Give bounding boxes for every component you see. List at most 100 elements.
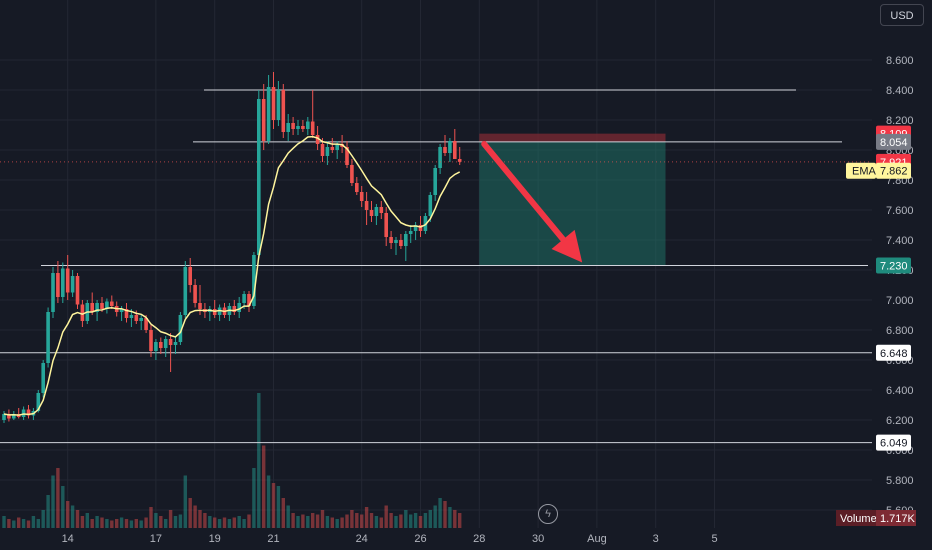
candle-body [355, 183, 359, 192]
time-axis[interactable]: 14 17 19 21 24 26 28 30 Aug 3 5 [62, 533, 718, 545]
volume-bar [119, 517, 124, 528]
price-tag-target-text: 7.230 [880, 261, 908, 273]
candle-body [119, 309, 124, 312]
volume-bar [325, 516, 330, 528]
down-arrow[interactable] [481, 141, 583, 263]
price-tick-label: 6.200 [886, 415, 914, 427]
candle-body [408, 231, 413, 234]
volume-bar [85, 513, 89, 528]
volume-bar [443, 501, 447, 528]
price-tag-ema-text: 7.862 [880, 166, 908, 178]
candle-body [261, 99, 266, 141]
candle-body [129, 315, 134, 318]
volume-bar [418, 516, 423, 528]
candle-body [394, 240, 398, 243]
volume-bar [438, 498, 442, 528]
volume-bar [129, 520, 134, 528]
volume-bar [311, 513, 315, 528]
volume-bar [193, 505, 197, 528]
arrow-head [551, 229, 583, 263]
volume-bar [2, 516, 6, 528]
candle-body [100, 303, 104, 309]
candle-body [438, 147, 442, 168]
volume-bar [448, 507, 452, 528]
candle-body [95, 303, 99, 312]
lightning-icon[interactable]: ϟ [538, 504, 558, 524]
candle-body [345, 147, 349, 165]
candle-body [139, 318, 143, 321]
volume-bar [257, 393, 261, 528]
ema-curve [3, 135, 461, 416]
candle-body [281, 90, 286, 132]
candle-body [374, 207, 379, 216]
volume-bar [369, 513, 374, 528]
volume-bar [61, 486, 65, 528]
volume-bar [17, 517, 21, 528]
price-tag-target [876, 257, 911, 274]
volume-bar [355, 513, 359, 528]
volume-bar [330, 517, 334, 528]
candle-body [75, 276, 80, 305]
volume-bar [139, 520, 143, 528]
candle-body [257, 99, 261, 255]
volume-bar [26, 520, 31, 528]
volume-bar [423, 513, 428, 528]
time-tick-label: Aug [587, 533, 607, 545]
ema-prefix-label: EMA [852, 166, 877, 178]
candle-body [423, 216, 428, 231]
price-tick-label: 6.400 [886, 385, 914, 397]
volume-bar [56, 468, 60, 528]
candle-body [105, 301, 109, 309]
arrow-shaft [481, 141, 567, 243]
volume-bar [266, 475, 271, 528]
volume-bar [222, 517, 227, 528]
candle-body [168, 339, 173, 345]
volume-bar [345, 514, 349, 528]
candle-body [61, 268, 65, 297]
volume-bar [315, 514, 320, 528]
volume-bar [168, 510, 173, 528]
price-tick-label: 8.600 [886, 55, 914, 67]
volume-bar [453, 510, 457, 528]
candle-body [301, 126, 305, 129]
candle-body [335, 144, 339, 150]
currency-button[interactable]: USD [880, 4, 924, 26]
volume-bar [164, 519, 168, 528]
volume-bar [374, 516, 379, 528]
candle-body [173, 342, 178, 345]
candle-body [320, 144, 325, 156]
volume-bar [281, 498, 285, 528]
volume-bar [394, 516, 398, 528]
volume-bar [178, 514, 183, 528]
horizontal-levels[interactable] [0, 89, 872, 444]
candle-body [325, 147, 330, 156]
volume-bar [379, 517, 383, 528]
candle-body [65, 268, 70, 293]
candle-body [448, 141, 452, 153]
volume-bar [301, 514, 305, 528]
volume-bar [364, 507, 369, 528]
volume-bar [110, 520, 114, 528]
volume-bar [46, 495, 50, 528]
candle-body [26, 409, 31, 416]
candle-body [80, 304, 85, 321]
volume-bar [124, 519, 129, 528]
price-tick-label: 8.200 [886, 115, 914, 127]
volume-bar [70, 505, 75, 528]
price-tick-label: 8.400 [886, 85, 914, 97]
price-tag-entry-text: 8.054 [880, 137, 908, 149]
candle-body [188, 267, 192, 285]
candle-body [286, 123, 290, 132]
candle-body [237, 303, 241, 312]
ema-line [3, 135, 461, 416]
volume-bar [159, 516, 163, 528]
volume-bar [242, 519, 246, 528]
volume-bar [399, 514, 403, 528]
volume-bar [252, 468, 256, 528]
volume-bar [458, 513, 462, 528]
volume-bar [433, 505, 437, 528]
volume-label: Volume 1.717K [836, 510, 916, 526]
volume-bar [36, 519, 40, 528]
